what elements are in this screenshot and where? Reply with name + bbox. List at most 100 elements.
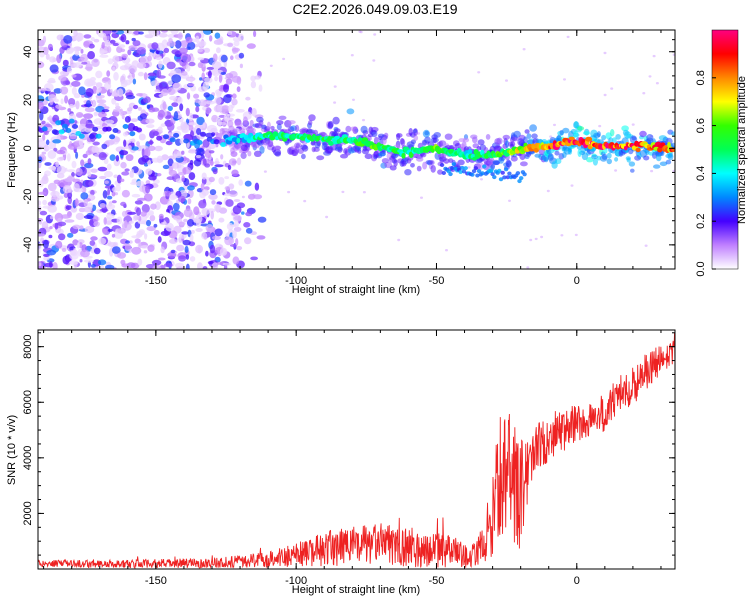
spectrogram-noise-blob — [143, 193, 153, 202]
spectrogram-noise-blob — [128, 76, 134, 84]
spectrogram-noise-blob — [115, 155, 120, 162]
spectrogram-ridge-halo — [422, 129, 430, 138]
spectrogram-noise-blob — [67, 191, 73, 199]
spectrogram-noise-blob — [226, 222, 234, 230]
spectrogram-noise-blob — [181, 71, 188, 76]
spectrogram-noise-blob — [51, 165, 56, 172]
spectrogram-noise-blob — [147, 55, 153, 62]
colorbar-tick-label: 0.4 — [695, 166, 707, 181]
spectrogram-noise-blob — [115, 102, 120, 107]
spectrogram-ridge-halo — [519, 152, 526, 161]
spectrogram-ridge-core — [112, 128, 119, 133]
spectrogram-noise-blob — [125, 95, 136, 100]
spectrogram-noise-blob — [141, 155, 150, 163]
spectrogram-ridge-core — [334, 135, 341, 141]
spectrogram-noise-blob — [125, 40, 130, 45]
spectrogram-noise-blob — [38, 95, 45, 103]
spectrogram-noise-blob — [187, 83, 195, 87]
spectrogram-ridge-halo — [665, 159, 672, 165]
spectrogram-noise-blob — [120, 201, 127, 207]
spectrogram-ridge-halo — [294, 124, 300, 132]
spectrogram-noise-blob — [198, 99, 207, 106]
spectrogram-noise-blob — [197, 262, 203, 269]
spectrogram-noise-blob — [372, 59, 376, 62]
spectrogram-ridge-core — [196, 140, 203, 145]
spectrogram-ridge-halo — [639, 130, 647, 138]
spectrogram-noise-blob — [61, 247, 67, 252]
spectrogram-noise-blob — [160, 123, 166, 128]
spectrogram-noise-blob — [93, 221, 100, 227]
spectrogram-noise-blob — [238, 179, 243, 186]
spectrogram-ridge-halo — [416, 156, 424, 162]
spectrogram-ridge-halo — [370, 126, 379, 133]
spectrogram-branch — [497, 168, 502, 173]
spectrogram-noise-blob — [235, 238, 239, 246]
spectrogram-noise-blob — [325, 215, 329, 219]
colorbar: 0.0 0.2 0.4 0.6 0.8 Normalized spectral ampl… — [695, 29, 748, 277]
spectrogram-noise-blob — [158, 60, 163, 69]
spectrogram-noise-blob — [167, 105, 173, 112]
spectrogram-noise-blob — [209, 244, 216, 254]
spectrogram-noise-blob — [87, 51, 95, 60]
spectrogram-ridge-halo — [470, 134, 478, 140]
spectrogram-noise-blob — [146, 104, 151, 109]
spectrogram-noise-blob — [195, 106, 200, 113]
spectrogram-noise-blob — [131, 146, 139, 151]
y-tick-label: -20 — [22, 189, 34, 205]
spectrogram-noise-blob — [129, 220, 134, 224]
spectrogram-noise-blob — [179, 138, 185, 145]
spectrogram-noise-blob — [207, 142, 217, 150]
spectrogram-noise-blob — [505, 79, 508, 82]
spectrogram-noise-blob — [113, 174, 119, 179]
spectrogram-noise-blob — [549, 135, 553, 138]
spectrogram-noise-blob — [212, 53, 218, 62]
spectrogram-noise-blob — [109, 39, 116, 44]
spectrogram-noise-blob — [171, 102, 179, 107]
x-tick-label: -100 — [285, 275, 307, 287]
spectrogram-noise-blob — [49, 56, 56, 63]
spectrogram-ridge-halo — [287, 120, 296, 125]
spectrogram-noise-blob — [80, 192, 89, 200]
spectrogram-ridge-core — [61, 123, 68, 129]
spectrogram-noise-blob — [64, 95, 69, 104]
spectrogram-noise-blob — [232, 214, 242, 222]
spectrogram-noise-blob — [46, 249, 57, 256]
spectrogram-noise-blob — [73, 30, 78, 37]
spectrogram-noise-blob — [143, 163, 149, 167]
spectrogram-noise-blob — [58, 233, 66, 241]
spectrogram-branch — [519, 176, 524, 181]
spectrogram-noise-blob — [187, 41, 196, 50]
spectrogram-noise-blob — [205, 250, 209, 257]
spectrogram-noise-blob — [124, 219, 128, 229]
spectrogram-noise-blob — [333, 101, 337, 104]
spectrogram-noise-blob — [187, 198, 192, 205]
spectrogram-ridge-core — [467, 149, 473, 155]
spectrogram-noise-blob — [203, 47, 211, 53]
spectrogram-ridge-core — [368, 141, 374, 145]
snr-series-line — [38, 332, 675, 569]
spectrogram-noise-blob — [205, 224, 214, 233]
spectrogram-noise-blob — [221, 105, 230, 112]
spectrogram-noise-blob — [218, 217, 225, 223]
spectrogram-ridge-halo — [278, 115, 287, 121]
spectrogram-noise-blob — [210, 210, 214, 220]
spectrogram-noise-blob — [90, 168, 98, 173]
spectrogram-noise-blob — [84, 107, 95, 113]
spectrogram-noise-blob — [60, 98, 64, 105]
spectrogram-noise-blob — [102, 77, 111, 82]
spectrogram-noise-blob — [201, 72, 205, 81]
spectrogram-noise-blob — [540, 235, 544, 239]
spectrogram-noise-blob — [41, 151, 47, 155]
spectrogram-noise-blob — [75, 112, 84, 118]
spectrogram-ridge-core — [129, 131, 136, 137]
spectrogram-noise-blob — [95, 94, 105, 99]
spectrogram-ridge-halo — [477, 162, 485, 170]
spectrogram-noise-blob — [138, 229, 146, 236]
spectrogram-noise-blob — [163, 263, 173, 268]
spectrogram-noise-blob — [195, 154, 202, 159]
spectrogram-noise-blob — [231, 93, 237, 99]
spectrogram-noise-blob — [205, 132, 215, 138]
spectrogram-ridge-halo — [404, 169, 412, 176]
spectrogram-noise-blob — [42, 199, 47, 206]
spectrogram-ridge-halo — [462, 137, 470, 143]
